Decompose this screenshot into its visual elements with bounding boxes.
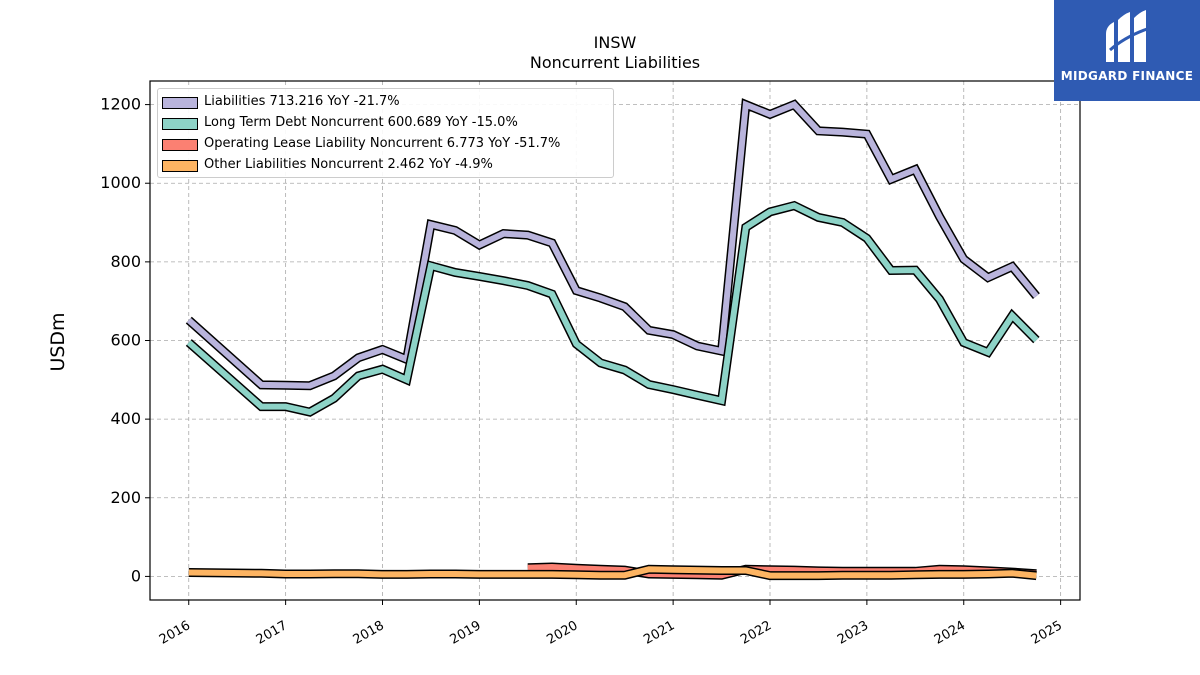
y-axis-title: USDm <box>47 312 69 372</box>
x-tick-label: 2025 <box>1029 618 1065 648</box>
y-tick-label: 400 <box>110 409 141 428</box>
y-tick-label: 1000 <box>100 173 141 192</box>
legend-label-operating-lease: Operating Lease Liability Noncurrent 6.7… <box>204 136 561 151</box>
series-line-long-term-debt-noncurrent <box>186 202 1039 416</box>
chart-lines <box>185 98 1040 581</box>
legend-swatch-liabilities <box>162 97 198 109</box>
x-tick-label: 2024 <box>932 618 968 648</box>
y-tick-label: 200 <box>110 488 141 507</box>
x-tick-label: 2018 <box>351 618 387 648</box>
y-axis: 0 200 400 600 800 1000 1200 <box>100 95 150 585</box>
y-tick-label: 1200 <box>100 95 141 114</box>
x-tick-label: 2019 <box>448 618 484 648</box>
x-axis: 2016 2017 2018 2019 2020 2021 2022 2023 2024 2025 <box>157 600 1065 648</box>
x-tick-label: 2020 <box>544 618 580 648</box>
brand-logo: MIDGARD FINANCE <box>1054 0 1200 101</box>
legend-swatch-other-liabilities <box>162 160 198 172</box>
series-line-other-liabilities-noncurrent <box>188 566 1037 579</box>
series-line-operating-lease-liability-noncurrent <box>527 563 1037 579</box>
y-tick-label: 600 <box>110 331 141 350</box>
series-line-liabilities <box>186 100 1039 389</box>
legend-label-liabilities: Liabilities 713.216 YoY -21.7% <box>204 94 400 109</box>
y-tick-label: 0 <box>131 566 141 585</box>
legend-swatch-long-term-debt <box>162 118 198 130</box>
x-tick-label: 2017 <box>254 618 290 648</box>
legend-label-other-liabilities: Other Liabilities Noncurrent 2.462 YoY -… <box>204 157 493 172</box>
chart-legend: Liabilities 713.216 YoY -21.7% Long Term… <box>157 88 614 178</box>
x-tick-label: 2021 <box>641 618 677 648</box>
midgard-logo-icon <box>1106 10 1151 62</box>
chart-subtitle: Noncurrent Liabilities <box>529 53 701 72</box>
legend-swatch-operating-lease <box>162 139 198 151</box>
x-tick-label: 2016 <box>157 618 193 648</box>
x-tick-label: 2023 <box>835 618 871 648</box>
chart-title: INSW <box>593 33 637 52</box>
y-tick-label: 800 <box>110 252 141 271</box>
legend-label-long-term-debt: Long Term Debt Noncurrent 600.689 YoY -1… <box>204 115 518 130</box>
brand-name: MIDGARD FINANCE <box>1060 69 1194 83</box>
x-tick-label: 2022 <box>738 618 774 648</box>
